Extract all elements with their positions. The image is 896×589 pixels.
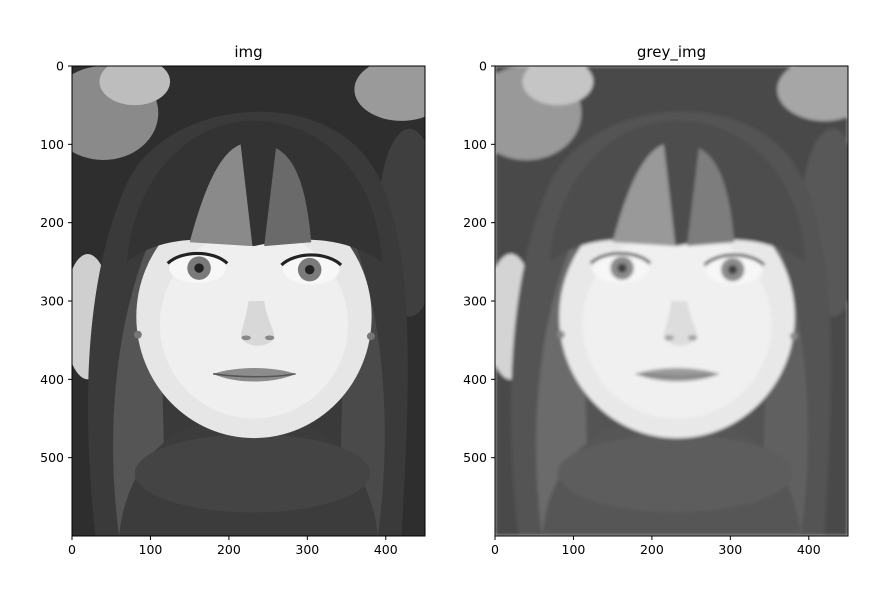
y-tick-label: 100 — [40, 137, 64, 152]
y-tick-label: 200 — [40, 215, 64, 230]
y-tick-label: 0 — [479, 59, 487, 74]
panel-title: grey_img — [637, 43, 706, 62]
y-tick-label: 100 — [463, 137, 487, 152]
ticks: 0 100 200 300 400 0 100 200 300 400 500 — [40, 59, 398, 558]
x-tick-label: 0 — [68, 542, 76, 557]
y-tick-label: 500 — [40, 450, 64, 465]
y-tick-label: 400 — [463, 372, 487, 387]
y-tick-label: 500 — [463, 450, 487, 465]
x-tick-label: 100 — [139, 542, 163, 557]
y-tick-label: 400 — [40, 372, 64, 387]
panel-grey-img: grey_img 0 100 200 300 400 0 100 200 300 400 500 — [463, 43, 849, 558]
y-tick-label: 300 — [463, 294, 487, 309]
x-tick-label: 200 — [640, 542, 664, 557]
panel-img: img 0 100 200 300 400 0 100 200 300 400 500 — [40, 43, 426, 558]
x-tick-label: 300 — [295, 542, 319, 557]
x-tick-label: 400 — [374, 542, 398, 557]
x-tick-label: 200 — [217, 542, 241, 557]
photo — [495, 66, 848, 536]
y-tick-label: 200 — [463, 215, 487, 230]
y-tick-label: 300 — [40, 294, 64, 309]
x-tick-label: 0 — [491, 542, 499, 557]
x-tick-label: 100 — [562, 542, 586, 557]
x-tick-label: 400 — [797, 542, 821, 557]
x-tick-label: 300 — [718, 542, 742, 557]
panel-title: img — [234, 43, 262, 61]
photo — [72, 66, 425, 536]
y-tick-label: 0 — [56, 59, 64, 74]
ticks: 0 100 200 300 400 0 100 200 300 400 500 — [463, 59, 821, 558]
